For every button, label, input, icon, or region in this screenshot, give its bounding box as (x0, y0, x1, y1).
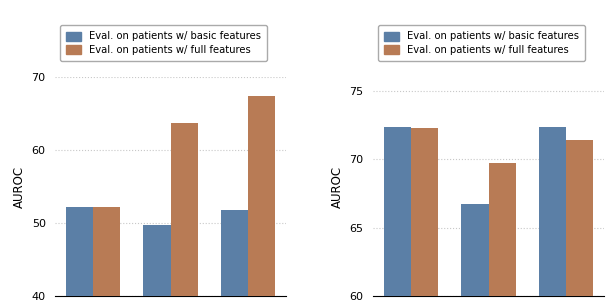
Bar (144, 225, 171, 302)
Bar (566, 140, 593, 302)
Bar (461, 204, 488, 302)
Bar (171, 123, 198, 302)
Legend: Eval. on patients w/ basic features, Eval. on patients w/ full features: Eval. on patients w/ basic features, Eva… (60, 25, 267, 61)
Legend: Eval. on patients w/ basic features, Eval. on patients w/ full features: Eval. on patients w/ basic features, Eva… (378, 25, 585, 61)
Y-axis label: AUROC: AUROC (331, 165, 344, 208)
Bar (411, 128, 438, 302)
Bar (539, 127, 566, 302)
Bar (248, 96, 275, 302)
Y-axis label: AUROC: AUROC (13, 165, 26, 208)
Bar (488, 163, 516, 302)
Bar (384, 127, 411, 302)
Bar (66, 207, 93, 302)
Bar (93, 207, 120, 302)
Bar (221, 210, 248, 302)
